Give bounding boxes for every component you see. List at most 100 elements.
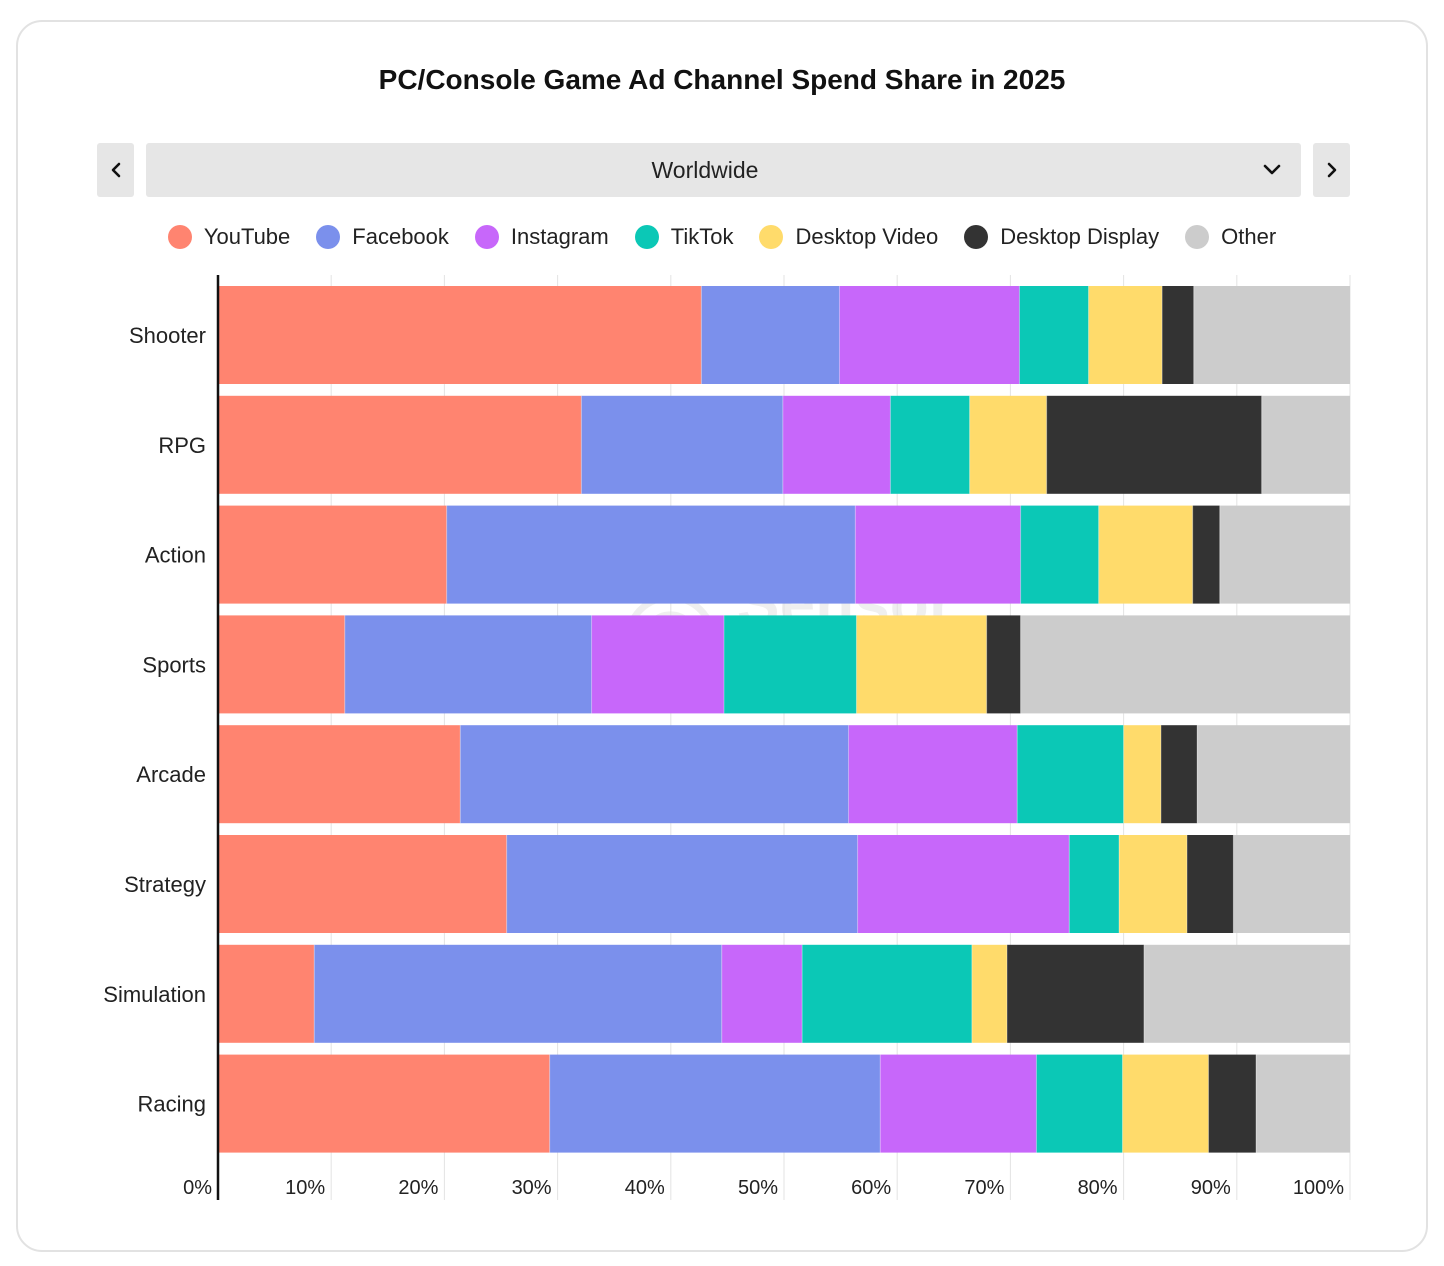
bar-shooter-desktop-display[interactable] [1162, 286, 1194, 384]
legend-swatch [759, 225, 784, 249]
bar-shooter-facebook[interactable] [701, 286, 840, 384]
legend-label: Desktop Display [1000, 224, 1160, 249]
bar-simulation-youtube[interactable] [218, 944, 315, 1043]
category-label-sports: Sports [142, 652, 206, 677]
bar-rpg-instagram[interactable] [782, 395, 891, 494]
x-tick-label: 40% [625, 1177, 665, 1199]
bar-strategy-youtube[interactable] [218, 835, 507, 933]
bar-sports-instagram[interactable] [591, 615, 725, 714]
legend-swatch [1185, 225, 1210, 249]
bar-simulation-other[interactable] [1143, 944, 1350, 1043]
legend-swatch [167, 225, 192, 249]
region-dropdown[interactable]: Worldwide [146, 143, 1301, 197]
bar-arcade-tiktok[interactable] [1017, 725, 1124, 824]
x-tick-label: 0% [183, 1177, 212, 1199]
bar-arcade-youtube[interactable] [218, 725, 461, 824]
bar-shooter-other[interactable] [1193, 286, 1350, 384]
bar-arcade-desktop-video[interactable] [1123, 725, 1161, 824]
bar-strategy-other[interactable] [1233, 835, 1350, 933]
bar-strategy-tiktok[interactable] [1069, 835, 1120, 933]
bar-arcade-instagram[interactable] [848, 725, 1018, 824]
legend-label: TikTok [670, 224, 734, 249]
bar-racing-desktop-video[interactable] [1122, 1054, 1209, 1153]
category-label-action: Action [145, 543, 206, 568]
x-tick-label: 10% [285, 1177, 325, 1199]
bar-rpg-facebook[interactable] [581, 395, 783, 494]
x-tick-label: 20% [398, 1177, 438, 1199]
legend-item-facebook[interactable]: Facebook [316, 224, 449, 250]
bar-action-facebook[interactable] [446, 505, 856, 604]
bar-racing-other[interactable] [1256, 1054, 1350, 1153]
bar-shooter-instagram[interactable] [839, 286, 1020, 384]
bar-racing-tiktok[interactable] [1036, 1054, 1123, 1153]
bar-sports-desktop-video[interactable] [856, 615, 987, 714]
category-label-shooter: Shooter [129, 323, 206, 348]
bar-action-other[interactable] [1219, 505, 1350, 604]
bar-shooter-desktop-video[interactable] [1088, 286, 1163, 384]
bar-rpg-youtube[interactable] [218, 395, 582, 494]
bar-rpg-other[interactable] [1261, 395, 1350, 494]
x-tick-label: 60% [851, 1177, 891, 1199]
legend-item-desktop-display[interactable]: Desktop Display [964, 224, 1159, 250]
x-tick-label: 90% [1191, 1177, 1231, 1199]
bar-racing-facebook[interactable] [549, 1054, 881, 1153]
bar-rpg-desktop-display[interactable] [1046, 395, 1262, 494]
legend-item-instagram[interactable]: Instagram [474, 224, 609, 250]
bar-racing-youtube[interactable] [218, 1054, 550, 1153]
chevron-left-icon [111, 162, 120, 178]
bar-simulation-facebook[interactable] [314, 944, 722, 1043]
legend-swatch [474, 225, 499, 249]
region-selected-value: Worldwide [651, 157, 759, 183]
chevron-right-icon [1327, 162, 1336, 178]
bar-shooter-tiktok[interactable] [1019, 286, 1089, 384]
chart-title: PC/Console Game Ad Channel Spend Share i… [378, 64, 1066, 95]
bar-sports-tiktok[interactable] [724, 615, 857, 714]
legend-label: Other [1221, 224, 1277, 249]
legend-item-tiktok[interactable]: TikTok [634, 224, 734, 250]
previous-region-button[interactable] [97, 143, 134, 197]
bar-sports-other[interactable] [1020, 615, 1350, 714]
bar-arcade-desktop-display[interactable] [1160, 725, 1198, 824]
legend-item-desktop-video[interactable]: Desktop Video [759, 224, 938, 250]
chevron-down-icon [1263, 164, 1281, 175]
x-tick-label: 80% [1078, 1177, 1118, 1199]
chart-legend: YouTube Facebook Instagram TikTok Desktop Vi… [0, 222, 1444, 252]
bar-strategy-instagram[interactable] [857, 835, 1070, 933]
next-region-button[interactable] [1313, 143, 1350, 197]
bar-strategy-facebook[interactable] [506, 835, 858, 933]
legend-item-other[interactable]: Other [1185, 224, 1276, 250]
bar-action-tiktok[interactable] [1020, 505, 1099, 604]
legend-item-youtube[interactable]: YouTube [167, 224, 291, 250]
bar-racing-instagram[interactable] [880, 1054, 1037, 1153]
category-label-strategy: Strategy [124, 872, 206, 897]
bar-action-instagram[interactable] [855, 505, 1021, 604]
bar-shooter-youtube[interactable] [218, 286, 702, 384]
bar-rpg-tiktok[interactable] [890, 395, 970, 494]
bar-arcade-facebook[interactable] [460, 725, 849, 824]
bar-strategy-desktop-video[interactable] [1119, 835, 1187, 933]
bar-action-desktop-display[interactable] [1192, 505, 1220, 604]
category-label-racing: Racing [138, 1092, 206, 1117]
x-tick-label: 100% [1293, 1177, 1344, 1199]
bar-sports-desktop-display[interactable] [986, 615, 1021, 714]
bar-simulation-desktop-video[interactable] [971, 944, 1008, 1043]
bar-action-youtube[interactable] [218, 505, 447, 604]
legend-swatch [964, 225, 989, 249]
bar-rpg-desktop-video[interactable] [969, 395, 1047, 494]
bar-simulation-desktop-display[interactable] [1007, 944, 1144, 1043]
bar-simulation-tiktok[interactable] [802, 944, 972, 1043]
legend-label: YouTube [203, 224, 291, 249]
x-tick-label: 30% [512, 1177, 552, 1199]
bar-action-desktop-video[interactable] [1098, 505, 1193, 604]
bar-racing-desktop-display[interactable] [1208, 1054, 1257, 1153]
bar-sports-youtube[interactable] [218, 615, 345, 714]
bar-strategy-desktop-display[interactable] [1186, 835, 1234, 933]
bar-simulation-instagram[interactable] [721, 944, 803, 1043]
legend-label: Desktop Video [795, 224, 939, 249]
bar-sports-facebook[interactable] [344, 615, 592, 714]
legend-label: Instagram [510, 224, 609, 249]
category-label-simulation: Simulation [103, 982, 206, 1007]
legend-swatch [316, 225, 341, 249]
bar-arcade-other[interactable] [1197, 725, 1350, 824]
